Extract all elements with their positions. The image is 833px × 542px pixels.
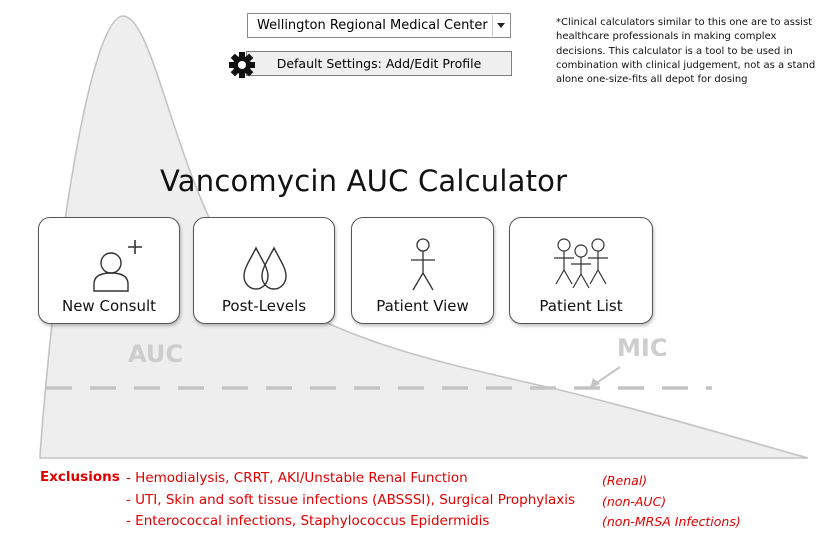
patient-view-label: Patient View	[376, 297, 469, 315]
post-levels-label: Post-Levels	[221, 297, 307, 315]
mic-label: MIC	[617, 334, 668, 362]
exclusions-title: Exclusions	[40, 469, 120, 485]
post-levels-button[interactable]: Post-Levels	[193, 217, 335, 324]
chevron-down-icon[interactable]	[492, 15, 509, 36]
drops-icon	[243, 246, 287, 290]
exclusion-note: (non-AUC)	[602, 494, 667, 509]
page-title: Vancomycin AUC Calculator	[160, 164, 568, 198]
new-consult-label: New Consult	[61, 297, 156, 315]
patient-list-label: Patient List	[539, 297, 623, 315]
gear-icon[interactable]	[227, 50, 257, 80]
disclaimer-text: *Clinical calculators similar to this on…	[556, 17, 816, 86]
stick-figure-icon	[411, 238, 435, 291]
facility-select-value: Wellington Regional Medical Center	[257, 18, 488, 33]
facility-select[interactable]: Wellington Regional Medical Center	[247, 13, 511, 38]
default-settings-label: Default Settings: Add/Edit Profile	[276, 56, 482, 71]
patient-list-button[interactable]: Patient List	[509, 217, 653, 324]
default-settings-button[interactable]: Default Settings: Add/Edit Profile	[246, 51, 512, 76]
group-icon	[554, 238, 608, 289]
exclusion-item: - Hemodialysis, CRRT, AKI/Unstable Renal…	[126, 470, 468, 486]
exclusion-note: (non-MRSA Infections)	[602, 514, 741, 529]
exclusion-item: - Enterococcal infections, Staphylococcu…	[126, 513, 490, 529]
add-person-icon	[93, 240, 142, 292]
exclusion-note: (Renal)	[602, 473, 648, 488]
exclusion-item: - UTI, Skin and soft tissue infections (…	[126, 492, 576, 508]
new-consult-button[interactable]: New Consult	[38, 217, 180, 324]
patient-view-button[interactable]: Patient View	[351, 217, 494, 324]
auc-label: AUC	[128, 340, 183, 368]
